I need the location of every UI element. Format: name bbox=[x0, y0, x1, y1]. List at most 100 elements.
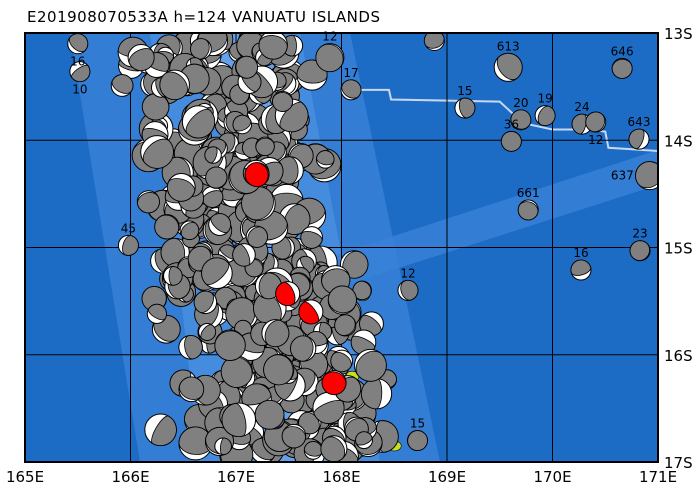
compression-quadrant bbox=[168, 266, 183, 286]
compression-quadrant bbox=[244, 162, 269, 187]
beachball-event bbox=[221, 402, 257, 438]
compression-quadrant bbox=[334, 314, 356, 336]
beachball-event bbox=[315, 150, 335, 169]
beachball-event bbox=[241, 186, 276, 221]
compression-quadrant bbox=[221, 403, 247, 437]
main-event-beachball bbox=[298, 299, 324, 325]
compression-quadrant bbox=[298, 412, 320, 435]
compression-quadrant bbox=[179, 376, 205, 400]
beachball-event bbox=[67, 33, 89, 55]
compression-quadrant bbox=[264, 319, 290, 348]
compression-quadrant bbox=[122, 235, 139, 256]
lon-tick-label: 171E bbox=[639, 468, 677, 486]
compression-quadrant bbox=[283, 204, 311, 235]
compression-quadrant bbox=[247, 226, 268, 248]
beachball-event bbox=[154, 214, 180, 240]
beachball-event bbox=[500, 130, 522, 152]
compression-quadrant bbox=[214, 330, 246, 361]
lat-tick-label: 17S bbox=[664, 454, 693, 472]
beachball-event bbox=[146, 303, 167, 324]
beachball-event bbox=[201, 257, 233, 289]
compression-quadrant bbox=[190, 38, 210, 60]
depth-label: 661 bbox=[517, 186, 540, 200]
compression-quadrant bbox=[629, 240, 650, 261]
compression-quadrant bbox=[241, 383, 272, 406]
depth-label: 17 bbox=[343, 66, 358, 80]
beachball-event bbox=[110, 74, 134, 97]
beachball-event bbox=[320, 435, 348, 462]
lat-tick-label: 15S bbox=[664, 240, 693, 258]
lon-tick-label: 165E bbox=[6, 468, 44, 486]
depth-label: 12 bbox=[322, 30, 337, 44]
map-frame bbox=[24, 32, 659, 463]
compression-quadrant bbox=[219, 437, 232, 455]
plate-boundary-line bbox=[341, 88, 658, 152]
compression-quadrant bbox=[571, 113, 587, 135]
beachball-event bbox=[255, 136, 275, 157]
depth-label: 19 bbox=[537, 92, 552, 106]
compression-quadrant bbox=[320, 436, 346, 462]
compression-quadrant bbox=[424, 33, 445, 49]
compression-quadrant bbox=[400, 280, 419, 301]
compression-quadrant bbox=[298, 301, 320, 325]
compression-quadrant bbox=[570, 259, 592, 276]
beachball-event bbox=[214, 329, 246, 361]
compression-quadrant bbox=[628, 128, 645, 150]
compression-quadrant bbox=[232, 244, 251, 267]
compression-quadrant bbox=[517, 201, 539, 221]
beachball-event bbox=[232, 243, 256, 267]
beachball-event bbox=[198, 322, 217, 341]
beachball-event bbox=[510, 109, 532, 131]
event-layer bbox=[67, 33, 658, 462]
compression-quadrant bbox=[137, 192, 160, 214]
beachball-event bbox=[159, 69, 190, 101]
compression-quadrant bbox=[128, 48, 155, 71]
compression-quadrant bbox=[407, 430, 428, 451]
beachball-event bbox=[163, 266, 183, 286]
beachball-event bbox=[303, 441, 323, 460]
compression-quadrant bbox=[352, 280, 372, 301]
compression-quadrant bbox=[205, 166, 228, 189]
beachball-event bbox=[340, 79, 362, 101]
beachball-event bbox=[300, 226, 323, 249]
compression-quadrant bbox=[220, 356, 253, 388]
beachball-event bbox=[241, 137, 263, 159]
lat-tick-label: 14S bbox=[664, 132, 693, 150]
beachball-event bbox=[235, 55, 259, 79]
compression-quadrant bbox=[316, 150, 335, 166]
depth-label-layer: 613 646 15 20 19 36 643 637 661 23 16 12 15 17 12 16 10 4… bbox=[70, 30, 650, 431]
main-event-beachball bbox=[275, 281, 301, 307]
compression-quadrant bbox=[159, 71, 188, 100]
depth-label: 10 bbox=[72, 83, 87, 97]
compression-quadrant bbox=[355, 350, 387, 382]
compression-quadrant bbox=[611, 58, 633, 79]
beachball-event bbox=[334, 314, 357, 337]
beachball-event bbox=[628, 128, 650, 150]
depth-label: 23 bbox=[632, 227, 647, 241]
compression-quadrant bbox=[275, 281, 296, 306]
depth-label: 15 bbox=[410, 417, 425, 431]
bathymetry-band bbox=[320, 150, 658, 290]
depth-label: 643 bbox=[628, 115, 651, 129]
compression-quadrant bbox=[180, 222, 200, 240]
beachball-event bbox=[611, 57, 633, 79]
beachball-event bbox=[360, 378, 393, 410]
lon-tick-label: 167E bbox=[217, 468, 255, 486]
compression-quadrant bbox=[200, 324, 216, 341]
main-event-beachball bbox=[244, 162, 270, 188]
compression-quadrant bbox=[355, 431, 373, 446]
beachball-event bbox=[144, 413, 177, 447]
beachball-event bbox=[312, 391, 345, 425]
compression-quadrant bbox=[254, 399, 285, 430]
compression-quadrant bbox=[255, 137, 275, 156]
beachball-event bbox=[570, 259, 592, 281]
compression-quadrant bbox=[281, 426, 306, 449]
beachball-event bbox=[117, 234, 139, 256]
compression-quadrant bbox=[327, 285, 357, 314]
beachball-event bbox=[454, 97, 476, 119]
compression-quadrant bbox=[185, 108, 216, 139]
beachball-event bbox=[204, 146, 222, 164]
beachball-event bbox=[140, 135, 174, 169]
beachball-event bbox=[190, 38, 212, 60]
